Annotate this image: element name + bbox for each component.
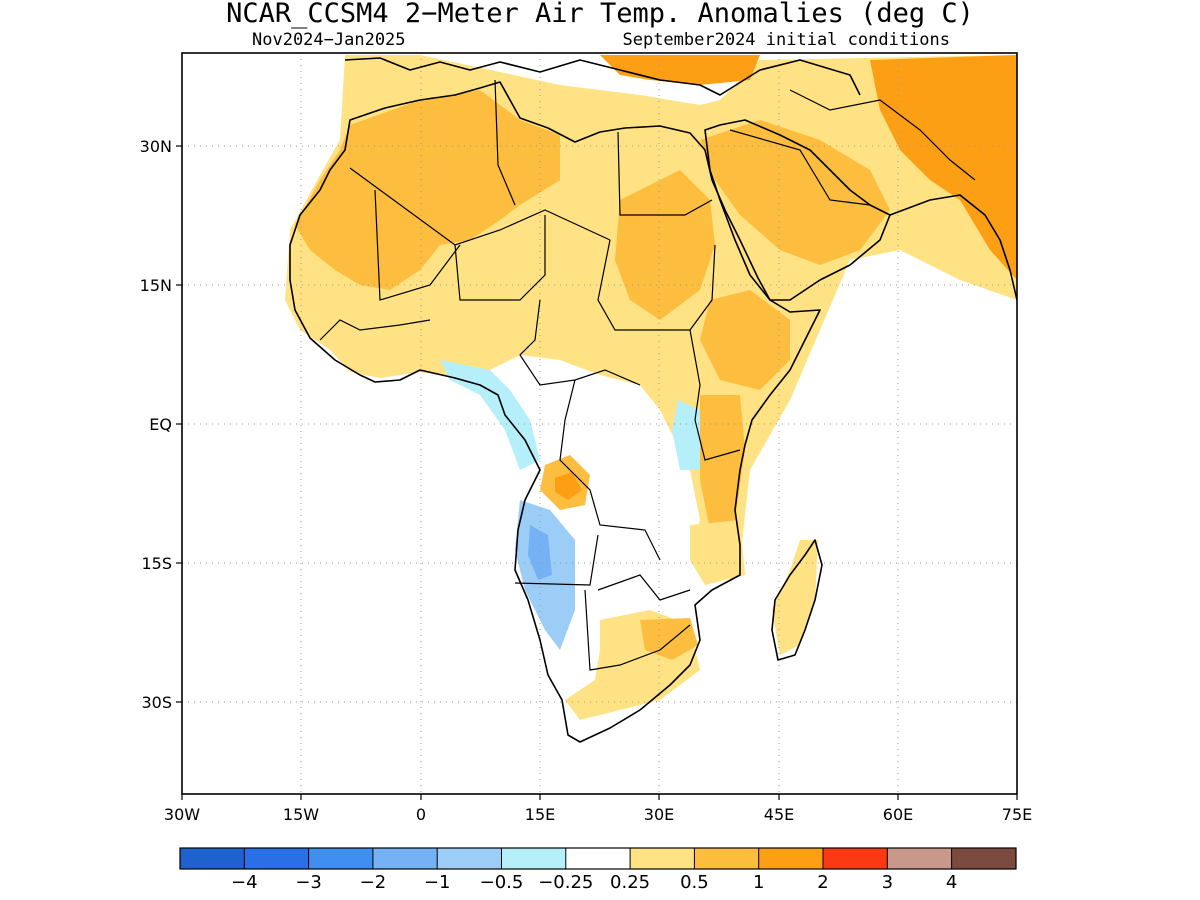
colorbar-label: 4 xyxy=(946,872,957,893)
lon-tick-label: 45E xyxy=(764,805,794,824)
colorbar-swatch xyxy=(565,848,631,869)
anomaly-region-sahel-east xyxy=(615,170,715,320)
europe-coastline xyxy=(344,57,861,96)
lat-tick-label: 30S xyxy=(141,693,172,712)
lon-tick-label: 75E xyxy=(1002,805,1032,824)
border-sahel-1 xyxy=(374,189,461,301)
map-title: NCAR_CCSM4 2−Meter Air Temp. Anomalies (… xyxy=(226,0,974,29)
colorbar-label: −4 xyxy=(231,872,258,893)
colorbar-label: 0.25 xyxy=(610,872,650,893)
colorbar-swatch xyxy=(694,848,759,869)
colorbar-swatch xyxy=(951,848,1016,869)
border-sahel-2 xyxy=(454,215,546,301)
asia-coastline xyxy=(889,194,1017,301)
border-sahara-3 xyxy=(617,131,713,216)
colorbar-swatch xyxy=(180,848,245,869)
lon-axis: 30W 15W 0 15E 30E 45E 60E 75E xyxy=(164,794,1032,824)
border-sudan xyxy=(597,239,716,331)
border-southern-3 xyxy=(597,574,691,601)
initial-conditions: September2024 initial conditions xyxy=(622,30,950,50)
colorbar-swatch xyxy=(437,848,502,869)
anomaly-region-ethiopia xyxy=(700,290,790,390)
lon-tick-label: 15E xyxy=(525,805,555,824)
colorbar-label: 2 xyxy=(817,872,828,893)
lat-tick-label: 15S xyxy=(141,554,172,573)
lat-axis: 30N 15N EQ 15S 30S xyxy=(140,137,182,712)
anomaly-region-east-africa-warm xyxy=(700,395,745,530)
lat-tick-label: EQ xyxy=(149,415,172,434)
border-sahara-2 xyxy=(494,79,516,206)
colorbar-dividers xyxy=(243,848,953,869)
anomaly-region-sahara-core xyxy=(295,90,560,290)
anomaly-fields xyxy=(285,55,1017,720)
map-panel: 30N 15N EQ 15S 30S 30W 15W 0 15E 30E 45E… xyxy=(140,52,1032,824)
lon-tick-label: 30W xyxy=(164,805,200,824)
colorbar-swatches xyxy=(180,848,1016,869)
lon-tick-label: 0 xyxy=(416,805,426,824)
lon-tick-label: 60E xyxy=(883,805,913,824)
colorbar-label: −1 xyxy=(424,872,451,893)
border-east xyxy=(689,329,741,461)
border-arabia-1 xyxy=(729,129,871,206)
lon-tick-label: 30E xyxy=(644,805,674,824)
colorbar-label: −0.25 xyxy=(538,872,593,893)
valid-period: Nov2024−Jan2025 xyxy=(252,30,406,50)
colorbar: −4 −3 −2 −1 −0.5 −0.25 0.25 0.5 1 2 3 4 xyxy=(179,847,1017,893)
colorbar-label: 3 xyxy=(882,872,893,893)
anomaly-region-south-africa-inner xyxy=(640,618,698,660)
border-central-1 xyxy=(519,299,641,386)
anomaly-region-zambia-peak xyxy=(555,472,582,500)
border-iran xyxy=(789,89,976,181)
anomaly-region-arabia xyxy=(700,120,890,265)
anomaly-region-east-africa-cool xyxy=(672,400,700,470)
coastlines xyxy=(289,57,1017,743)
anomaly-region-namibia-coolest xyxy=(528,525,552,580)
colorbar-frame xyxy=(179,847,1017,870)
anomaly-region-mediterranean-warm xyxy=(600,55,760,85)
colorbar-label: 0.5 xyxy=(680,872,709,893)
colorbar-swatch xyxy=(823,848,888,869)
colorbar-swatch xyxy=(244,848,309,869)
border-west-africa xyxy=(319,319,431,341)
colorbar-swatch xyxy=(501,848,566,869)
colorbar-label: −3 xyxy=(295,872,322,893)
lat-tick-label: 15N xyxy=(140,276,172,295)
lat-tick-label: 30N xyxy=(140,137,172,156)
colorbar-swatch xyxy=(372,848,438,869)
colorbar-swatch xyxy=(308,848,373,869)
anomaly-region-guinea-coast-cool xyxy=(440,360,540,470)
arabia-coastline xyxy=(704,119,891,301)
madagascar-coastline xyxy=(771,539,823,661)
border-sahara-1 xyxy=(349,167,611,246)
colorbar-label: −0.5 xyxy=(480,872,524,893)
anomaly-region-iran xyxy=(870,55,1017,280)
border-southern-2 xyxy=(584,589,691,671)
border-central-2 xyxy=(559,379,661,561)
colorbar-labels: −4 −3 −2 −1 −0.5 −0.25 0.25 0.5 1 2 3 4 xyxy=(231,872,957,893)
colorbar-swatch xyxy=(758,848,823,869)
anomaly-region-mozambique-warm xyxy=(690,520,745,585)
colorbar-label: 1 xyxy=(753,872,764,893)
colorbar-swatch xyxy=(887,848,952,869)
lon-tick-label: 15W xyxy=(283,805,319,824)
border-southern-1 xyxy=(514,534,599,586)
country-borders xyxy=(319,79,976,671)
colorbar-swatch xyxy=(630,848,695,869)
anomaly-region-madagascar-warm xyxy=(772,540,818,655)
colorbar-label: −2 xyxy=(360,872,387,893)
africa-coastline xyxy=(289,81,821,743)
